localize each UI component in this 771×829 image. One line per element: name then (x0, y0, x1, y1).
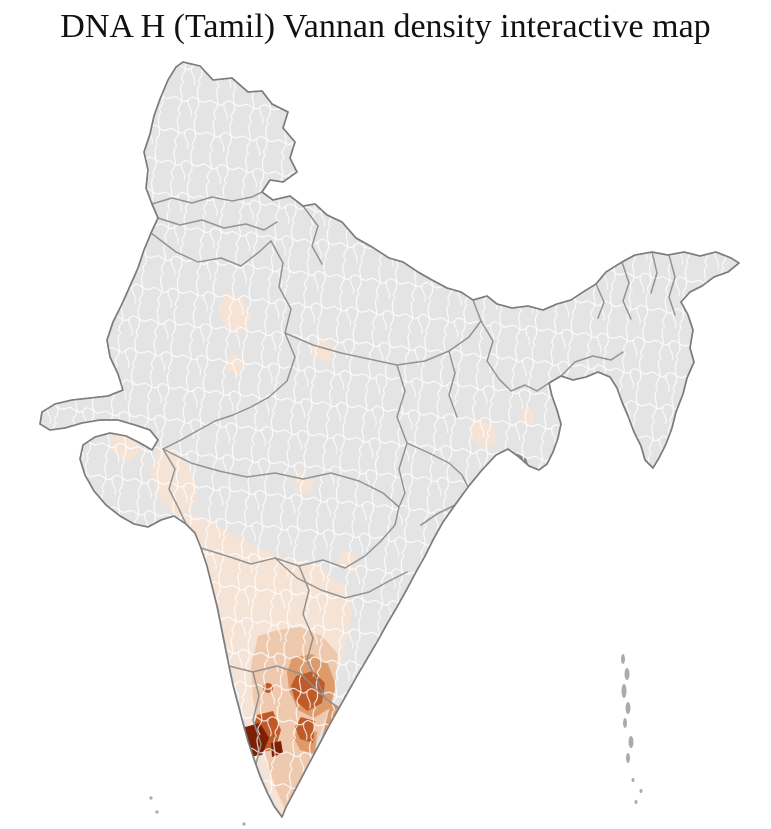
island[interactable] (626, 753, 630, 763)
state-border (621, 261, 632, 320)
state-border (480, 320, 550, 392)
island[interactable] (624, 668, 630, 680)
state-border (406, 442, 469, 488)
state-border (274, 557, 408, 599)
state-border (157, 217, 278, 231)
state-border (228, 665, 340, 709)
state-border (650, 251, 658, 294)
andaman-nicobar-islands[interactable] (621, 654, 643, 804)
state-border (200, 506, 400, 569)
state-border (162, 448, 187, 525)
district-grid (40, 62, 739, 817)
island[interactable] (621, 654, 625, 664)
island[interactable] (623, 718, 627, 728)
state-borders (150, 191, 676, 805)
island[interactable] (631, 778, 635, 782)
island[interactable] (242, 822, 246, 826)
state-border (560, 351, 624, 377)
state-border (472, 299, 482, 322)
state-border (302, 205, 323, 265)
state-border (162, 240, 296, 450)
state-border (298, 565, 326, 699)
lakshadweep-islands[interactable] (149, 796, 246, 826)
island[interactable] (625, 702, 631, 714)
density-overlay-group (40, 62, 739, 817)
state-border (668, 254, 676, 316)
island[interactable] (149, 796, 153, 800)
island[interactable] (628, 736, 634, 748)
state-border (448, 350, 458, 418)
state-border (595, 283, 605, 319)
island[interactable] (639, 789, 643, 793)
island[interactable] (155, 810, 159, 814)
island[interactable] (621, 684, 627, 698)
island[interactable] (634, 800, 638, 804)
state-border (150, 232, 272, 267)
state-border (151, 191, 263, 205)
state-border (162, 448, 400, 508)
state-border (420, 504, 456, 526)
map-title: DNA H (Tamil) Vannan density interactive… (60, 8, 711, 45)
